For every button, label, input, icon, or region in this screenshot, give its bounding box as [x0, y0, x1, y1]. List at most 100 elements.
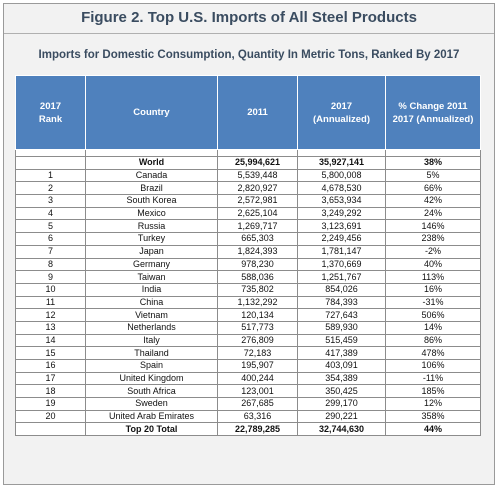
table-row: 3 South Korea 2,572,981 3,653,934 42% — [15, 194, 481, 208]
table-row: 12 Vietnam 120,134 727,643 506% — [15, 308, 481, 322]
rank-cell: 10 — [15, 282, 86, 297]
header-rank-line2: Rank — [38, 113, 63, 125]
change-cell: 14% — [385, 320, 481, 335]
country-cell: India — [85, 282, 218, 297]
value-2011-cell: 517,773 — [217, 320, 298, 335]
table-row: 16 Spain 195,907 403,091 106% — [15, 359, 481, 373]
country-cell: South Africa — [85, 384, 218, 399]
country-cell: Japan — [85, 244, 218, 259]
table-row: 6 Turkey 665,303 2,249,456 238% — [15, 232, 481, 246]
value-2011-cell: 1,269,717 — [217, 219, 298, 234]
country-cell: Brazil — [85, 181, 218, 196]
value-2017-cell: 515,459 — [297, 333, 386, 348]
table-row: 13 Netherlands 517,773 589,930 14% — [15, 320, 481, 335]
value-2011-cell: 2,820,927 — [217, 181, 298, 196]
value-2017-cell: 32,744,630 — [297, 422, 386, 437]
change-cell: 238% — [385, 232, 481, 246]
table-row: 8 Germany 978,230 1,370,669 40% — [15, 257, 481, 272]
value-2011-cell: 665,303 — [217, 232, 298, 246]
rank-cell: 17 — [15, 371, 86, 386]
header-country: Country — [85, 75, 218, 150]
rank-cell — [15, 422, 86, 437]
value-2011-cell: 1,132,292 — [217, 295, 298, 310]
country-cell: United Arab Emirates — [85, 409, 218, 424]
value-2011-cell: 2,625,104 — [217, 206, 298, 221]
header-country-label: Country — [133, 107, 170, 118]
table-row: 9 Taiwan 588,036 1,251,767 113% — [15, 270, 481, 284]
value-2011-cell: 123,001 — [217, 384, 298, 399]
change-cell: 86% — [385, 333, 481, 348]
change-cell: 44% — [385, 422, 481, 437]
value-2017-cell: 290,221 — [297, 409, 386, 424]
total-row: Top 20 Total 22,789,285 32,744,630 44% — [15, 422, 481, 437]
change-cell: 24% — [385, 206, 481, 221]
value-2011-cell: 267,685 — [217, 397, 298, 411]
figure-subtitle: Imports for Domestic Consumption, Quanti… — [38, 49, 460, 61]
steel-imports-table: 2017 Rank Country 20 11 2017 (Annualized)… — [15, 75, 481, 437]
value-2011-cell: 588,036 — [217, 270, 298, 284]
table-row: 5 Russia 1,269,717 3,123,691 146% — [15, 219, 481, 234]
value-2011-cell: 735,802 — [217, 282, 298, 297]
value-2011-cell: 63,316 — [217, 409, 298, 424]
change-cell: 42% — [385, 194, 481, 208]
change-cell: -2% — [385, 244, 481, 259]
change-cell: 40% — [385, 257, 481, 272]
table-row: 19 Sweden 267,685 299,170 12% — [15, 397, 481, 411]
value-2017-cell: 5,800,008 — [297, 168, 386, 183]
table-row: 20 United Arab Emirates 63,316 290,221 358% — [15, 409, 481, 424]
rank-cell: 8 — [15, 257, 86, 272]
table-row: 18 South Africa 123,001 350,425 185% — [15, 384, 481, 399]
country-cell: Netherlands — [85, 320, 218, 335]
header-2017-line2: (Annualized) — [313, 113, 370, 125]
table-row: 2 Brazil 2,820,927 4,678,530 66% — [15, 181, 481, 196]
table-row: 14 Italy 276,809 515,459 86% — [15, 333, 481, 348]
value-2011-cell: 276,809 — [217, 333, 298, 348]
value-2011-cell: 195,907 — [217, 359, 298, 373]
header-2017-line1: 2017 — [330, 100, 353, 112]
rank-cell: 1 — [15, 168, 86, 183]
value-2017-cell: 3,123,691 — [297, 219, 386, 234]
country-cell: Germany — [85, 257, 218, 272]
change-cell: 66% — [385, 181, 481, 196]
value-2017-cell: 589,930 — [297, 320, 386, 335]
header-change-line2: 2017 (Annualized) — [392, 113, 474, 125]
value-2011-cell: 978,230 — [217, 257, 298, 272]
rank-cell: 5 — [15, 219, 86, 234]
change-cell: 106% — [385, 359, 481, 373]
table-row: 10 India 735,802 854,026 16% — [15, 282, 481, 297]
value-2011-cell: 120,134 — [217, 308, 298, 322]
change-cell: 506% — [385, 308, 481, 322]
country-cell: Mexico — [85, 206, 218, 221]
change-cell: 478% — [385, 346, 481, 360]
value-2017-cell: 2,249,456 — [297, 232, 386, 246]
rank-cell: 20 — [15, 409, 86, 424]
change-cell: 38% — [385, 156, 481, 170]
value-2017-cell: 350,425 — [297, 384, 386, 399]
value-2017-cell: 3,653,934 — [297, 194, 386, 208]
value-2017-cell: 299,170 — [297, 397, 386, 411]
rank-cell: 19 — [15, 397, 86, 411]
header-rank: 2017 Rank — [15, 75, 86, 150]
value-2017-cell: 854,026 — [297, 282, 386, 297]
header-change-line1: % Change 2011 — [398, 100, 468, 112]
rank-cell — [15, 156, 86, 170]
table-row: 1 Canada 5,539,448 5,800,008 5% — [15, 168, 481, 183]
country-cell: Russia — [85, 219, 218, 234]
country-cell: Vietnam — [85, 308, 218, 322]
value-2017-cell: 3,249,292 — [297, 206, 386, 221]
rank-cell: 16 — [15, 359, 86, 373]
rank-cell: 4 — [15, 206, 86, 221]
rank-cell: 11 — [15, 295, 86, 310]
change-cell: -31% — [385, 295, 481, 310]
country-cell: Spain — [85, 359, 218, 373]
table-header-row: 2017 Rank Country 2011 2017 (Annualized)… — [15, 75, 481, 150]
value-2011-cell: 1,824,393 — [217, 244, 298, 259]
change-cell: 185% — [385, 384, 481, 399]
country-cell: South Korea — [85, 194, 218, 208]
rank-cell: 14 — [15, 333, 86, 348]
value-2011-cell: 22,789,285 — [217, 422, 298, 437]
rank-cell: 18 — [15, 384, 86, 399]
change-cell: 358% — [385, 409, 481, 424]
table-row: 7 Japan 1,824,393 1,781,147 -2% — [15, 244, 481, 259]
rank-cell: 15 — [15, 346, 86, 360]
